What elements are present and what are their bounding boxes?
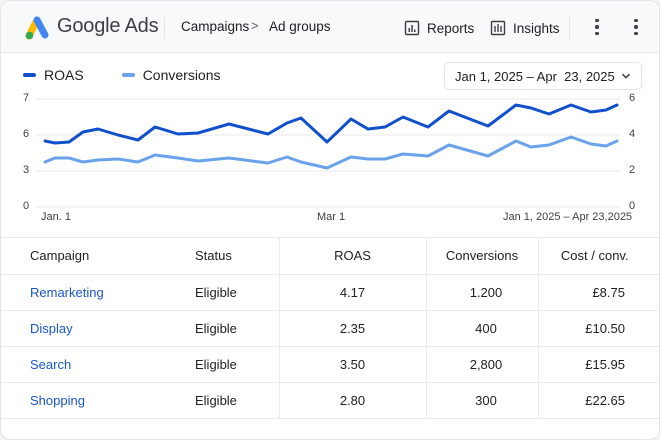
insights-icon xyxy=(490,20,506,36)
y-tick-right: 6 xyxy=(629,92,636,104)
legend-swatch-icon xyxy=(23,73,36,77)
conversions-cell: 300 xyxy=(425,382,538,419)
date-range-picker[interactable]: Jan 1, 2025 – Apr 23, 2025 xyxy=(444,62,642,90)
campaign-link[interactable]: Search xyxy=(30,356,72,372)
roas-cell: 4.17 xyxy=(278,274,426,311)
cost-per-conv-cell: £22.65 xyxy=(537,382,659,419)
status-cell: Eligible xyxy=(171,346,279,383)
campaign-link[interactable]: Display xyxy=(30,320,73,336)
roas-cell: 2.80 xyxy=(278,382,426,419)
conversions-cell: 2,800 xyxy=(425,346,538,383)
divider xyxy=(164,17,165,39)
breadcrumb-ad-groups[interactable]: Ad groups xyxy=(269,19,331,34)
column-header-status[interactable]: Status xyxy=(171,238,279,275)
x-tick-label: Mar 1 xyxy=(317,211,346,223)
conversions-cell: 1.200 xyxy=(425,274,538,311)
x-tick-label: Jan. 1 xyxy=(41,211,71,223)
campaign-link[interactable]: Shopping xyxy=(30,392,85,408)
status-cell: Eligible xyxy=(171,310,279,347)
cost-per-conv-cell: £8.75 xyxy=(537,274,659,311)
reports-label: Reports xyxy=(427,20,475,36)
series-line-roas[interactable] xyxy=(43,103,619,145)
table-header-row: Campaign Status ROAS Conversions Cost / … xyxy=(1,238,659,275)
insights-label: Insights xyxy=(513,20,560,36)
roas-cell: 3.50 xyxy=(278,346,426,383)
line-chart: 7 6 3 0 6 4 2 0 Jan. 1 Mar 1 Jan 1, 2025… xyxy=(1,91,659,237)
y-tick-right: 0 xyxy=(629,200,636,212)
cost-per-conv-cell: £10.50 xyxy=(537,310,659,347)
breadcrumb-separator: > xyxy=(251,18,259,33)
bar-chart-icon xyxy=(404,20,420,36)
column-header-roas[interactable]: ROAS xyxy=(278,238,426,275)
y-tick-left: 0 xyxy=(23,200,30,212)
google-ads-logo-icon xyxy=(25,16,49,40)
status-cell: Eligible xyxy=(171,382,279,419)
column-header-campaign[interactable]: Campaign xyxy=(1,238,171,275)
divider xyxy=(569,17,570,39)
more-vert-icon[interactable] xyxy=(591,17,603,37)
y-tick-right: 2 xyxy=(629,164,636,176)
chevron-down-icon xyxy=(621,73,631,79)
y-tick-left: 6 xyxy=(23,128,30,140)
breadcrumb-campaigns[interactable]: Campaigns xyxy=(181,19,250,34)
brand-name: Google Ads xyxy=(57,15,159,37)
table-row: Remarketing Eligible 4.17 1.200 £8.75 xyxy=(1,274,659,311)
legend-swatch-icon xyxy=(121,73,135,77)
more-vert-icon[interactable] xyxy=(630,17,642,37)
cost-per-conv-cell: £15.95 xyxy=(537,346,659,383)
date-range-value: Jan 1, 2025 – Apr 23, 2025 xyxy=(455,68,615,84)
conversions-cell: 400 xyxy=(425,310,538,347)
table-row: Display Eligible 2.35 400 £10.50 xyxy=(1,310,659,347)
table-row: Shopping Eligible 2.80 300 £22.65 xyxy=(1,382,659,419)
roas-cell: 2.35 xyxy=(278,310,426,347)
legend-label: ROAS xyxy=(44,67,84,83)
chart-legend: ROAS Conversions xyxy=(23,67,259,83)
legend-label: Conversions xyxy=(142,67,221,83)
y-tick-right: 4 xyxy=(629,128,636,140)
y-tick-left: 3 xyxy=(23,164,30,176)
legend-item-roas[interactable]: ROAS xyxy=(23,67,84,83)
campaigns-table: Campaign Status ROAS Conversions Cost / … xyxy=(1,237,659,419)
reports-button[interactable]: Reports xyxy=(404,15,474,41)
legend-item-conversions[interactable]: Conversions xyxy=(121,67,221,83)
column-header-cost-per-conv[interactable]: Cost / conv. xyxy=(537,238,659,275)
top-bar: Google Ads Campaigns > Ad groups Reports… xyxy=(1,1,659,53)
x-tick-label: Jan 1, 2025 – Apr 23,2025 xyxy=(503,211,633,223)
series-line-conversions[interactable] xyxy=(43,135,619,170)
column-header-conversions[interactable]: Conversions xyxy=(425,238,538,275)
table-row: Search Eligible 3.50 2,800 £15.95 xyxy=(1,346,659,383)
status-cell: Eligible xyxy=(171,274,279,311)
chart-plot xyxy=(35,98,621,208)
insights-button[interactable]: Insights xyxy=(490,15,560,41)
campaign-link[interactable]: Remarketing xyxy=(30,284,104,300)
y-tick-left: 7 xyxy=(23,92,30,104)
